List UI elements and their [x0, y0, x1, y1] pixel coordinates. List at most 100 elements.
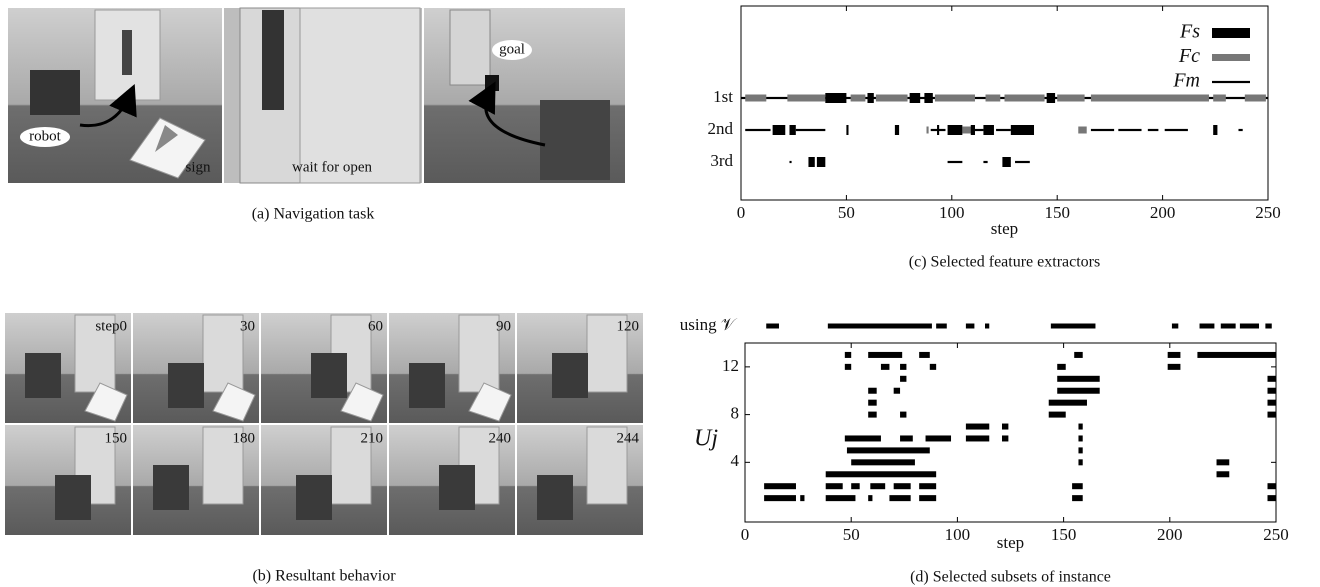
legend-label: Fs: [1179, 21, 1200, 43]
y-tick-label: 4: [731, 451, 740, 470]
interval: [966, 424, 989, 430]
y-tick-label: 2nd: [708, 119, 734, 138]
legend-label: Fm: [1172, 70, 1200, 92]
x-tick-label: 50: [843, 525, 860, 544]
interval: [1078, 447, 1082, 453]
interval: [935, 95, 975, 102]
interval: [983, 161, 987, 163]
page: {"panels": { "a": {"caption": "(a) Navig…: [0, 0, 1320, 587]
robot: [168, 363, 204, 408]
interval: [966, 324, 974, 329]
interval: [900, 376, 906, 382]
door: [203, 315, 243, 392]
interval: [1148, 129, 1159, 131]
interval: [1091, 129, 1114, 131]
interval: [1078, 424, 1082, 430]
interval: [1268, 495, 1276, 501]
robot: [25, 353, 61, 398]
robot: [439, 465, 475, 510]
interval: [1197, 352, 1276, 358]
interval: [966, 435, 989, 441]
interval: [900, 364, 906, 370]
frame-label: 240: [489, 430, 512, 446]
interval: [1015, 161, 1030, 163]
interval: [868, 388, 876, 394]
interval: [845, 352, 851, 358]
interval: [796, 129, 826, 131]
using-label: using 𝒱: [680, 315, 738, 334]
caption: (c) Selected feature extractors: [909, 254, 1100, 271]
photo-label: wait for open: [292, 159, 372, 175]
caption: (a) Navigation task: [252, 206, 375, 223]
interval: [1047, 93, 1055, 103]
interval: [895, 125, 899, 135]
interval: [996, 129, 1011, 131]
frame-label: step0: [95, 318, 127, 334]
interval: [851, 95, 866, 102]
interval: [985, 324, 989, 329]
x-tick-label: 150: [1044, 203, 1070, 222]
interval: [845, 435, 881, 441]
y-axis-label: Uj: [694, 426, 718, 452]
interval: [930, 364, 936, 370]
frame-label: 30: [240, 318, 255, 334]
interval: [764, 495, 796, 501]
interval: [1165, 129, 1188, 131]
interval: [847, 447, 930, 453]
legend-label: Fc: [1178, 45, 1200, 67]
frame-label: 60: [368, 318, 383, 334]
interval: [1240, 324, 1259, 329]
interval: [868, 352, 902, 358]
x-tick-label: 100: [945, 525, 971, 544]
interval: [1172, 324, 1178, 329]
interval: [1057, 364, 1065, 370]
interval: [1268, 376, 1276, 382]
interval: [1005, 95, 1045, 102]
x-tick-label: 100: [939, 203, 965, 222]
interval: [900, 412, 906, 418]
interval: [1074, 352, 1082, 358]
interval: [889, 495, 910, 501]
interval: [1002, 157, 1010, 167]
interval: [868, 400, 876, 406]
y-tick-label: 3rd: [710, 151, 733, 170]
door: [459, 315, 499, 392]
interval: [971, 125, 975, 135]
interval: [825, 93, 846, 103]
interval: [919, 483, 936, 489]
interval: [773, 125, 786, 135]
robot: [153, 465, 189, 510]
interval: [845, 364, 851, 370]
interval: [1057, 376, 1099, 382]
interval: [986, 95, 1001, 102]
interval: [870, 483, 885, 489]
interval: [1049, 412, 1066, 418]
interval: [894, 388, 900, 394]
interval: [787, 95, 825, 102]
interval: [1268, 412, 1276, 418]
interval: [846, 125, 848, 135]
interval: [789, 161, 791, 163]
interval: [1168, 352, 1181, 358]
caption: (d) Selected subsets of instance: [910, 569, 1111, 586]
interval: [876, 95, 908, 102]
x-tick-label: 200: [1157, 525, 1183, 544]
x-tick-label: 250: [1263, 525, 1289, 544]
caption: (b) Resultant behavior: [252, 568, 396, 585]
interval: [826, 483, 843, 489]
interval: [881, 364, 889, 370]
x-tick-label: 250: [1255, 203, 1281, 222]
interval: [948, 125, 963, 135]
interval: [868, 412, 876, 418]
x-axis-label: step: [991, 219, 1018, 238]
legend-swatch: [1212, 54, 1250, 61]
interval: [1268, 400, 1276, 406]
interval: [1238, 129, 1242, 131]
interval: [1213, 125, 1217, 135]
legend-swatch: [1212, 81, 1250, 83]
interval: [1200, 324, 1215, 329]
interval: [936, 324, 947, 329]
figure: robot sign wait for open goal (a) Naviga…: [0, 0, 1320, 587]
photo-label: goal: [499, 41, 525, 57]
interval: [975, 129, 983, 131]
